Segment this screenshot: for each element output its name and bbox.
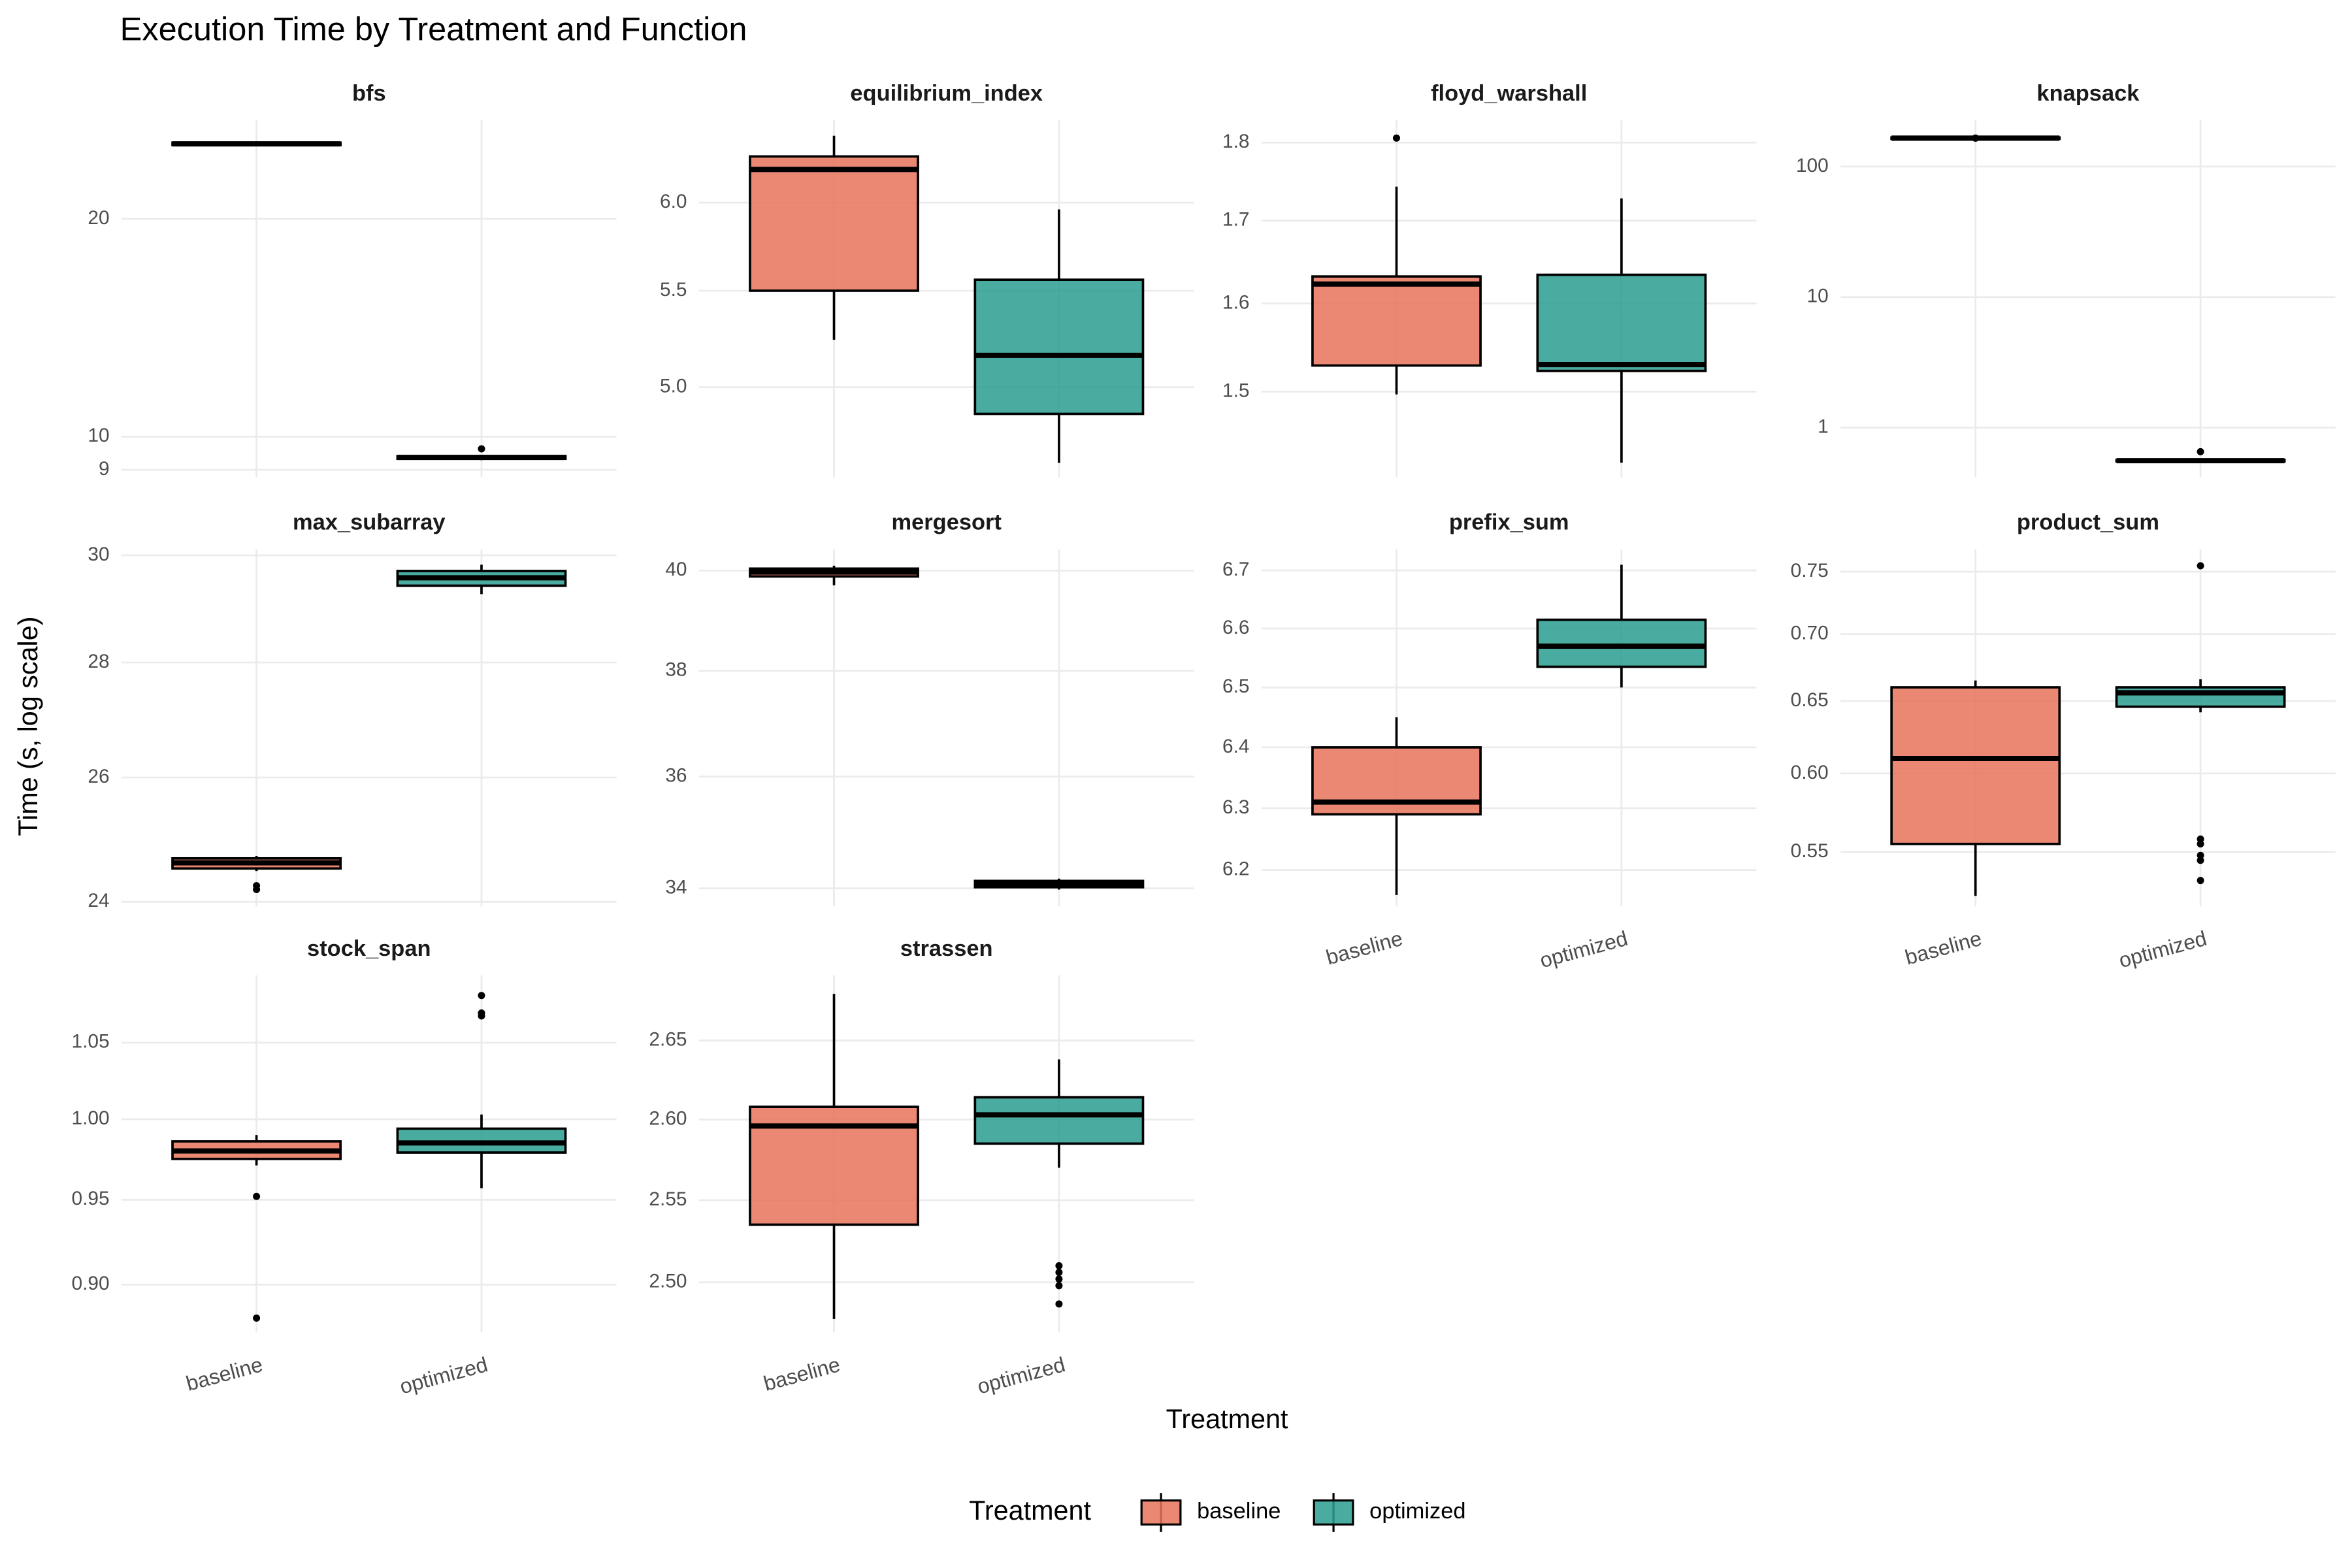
strip-title: equilibrium_index bbox=[850, 81, 1043, 106]
legend-key bbox=[1140, 1499, 1182, 1526]
y-tick-label: 10 bbox=[88, 425, 109, 446]
outlier bbox=[1055, 1300, 1063, 1308]
outlier bbox=[2197, 857, 2204, 864]
y-tick-label: 34 bbox=[665, 877, 687, 898]
outlier bbox=[478, 992, 485, 1000]
chart-title: Execution Time by Treatment and Function bbox=[120, 10, 747, 48]
outlier bbox=[478, 445, 485, 453]
strip-title: max_subarray bbox=[293, 510, 446, 535]
outlier bbox=[1055, 1269, 1063, 1277]
outlier bbox=[2197, 851, 2204, 859]
y-tick-label: 0.90 bbox=[72, 1273, 110, 1294]
y-tick-label: 6.4 bbox=[1222, 736, 1249, 757]
x-tick-label: baseline bbox=[1324, 926, 1405, 970]
box bbox=[1536, 273, 1707, 372]
outlier bbox=[253, 885, 261, 894]
x-axis-label: Treatment bbox=[1166, 1404, 1288, 1434]
x-tick-label: optimized bbox=[397, 1352, 490, 1398]
y-tick-label: 0.60 bbox=[1791, 762, 1829, 783]
x-tick-label: baseline bbox=[184, 1352, 265, 1396]
y-tick-label: 6.6 bbox=[1222, 617, 1249, 638]
y-tick-label: 26 bbox=[88, 766, 109, 787]
y-tick-label: 2.60 bbox=[649, 1108, 687, 1130]
x-tick-label: optimized bbox=[2116, 926, 2209, 972]
outlier bbox=[1392, 134, 1401, 142]
y-tick-label: 2.50 bbox=[649, 1271, 687, 1292]
box bbox=[973, 1096, 1145, 1145]
y-tick-label: 1.05 bbox=[72, 1031, 110, 1053]
strip-title: strassen bbox=[900, 936, 993, 961]
strip-title: stock_span bbox=[307, 936, 431, 961]
legend-label: baseline bbox=[1197, 1499, 1281, 1524]
outlier bbox=[1055, 1282, 1063, 1290]
y-tick-label: 2.65 bbox=[649, 1029, 687, 1051]
outlier bbox=[2197, 448, 2204, 455]
y-tick-label: 100 bbox=[1796, 155, 1829, 176]
y-tick-label: 0.70 bbox=[1791, 623, 1829, 644]
legend-title: Treatment bbox=[969, 1495, 1091, 1526]
y-tick-label: 1.6 bbox=[1222, 291, 1249, 313]
y-tick-label: 0.55 bbox=[1791, 840, 1829, 862]
outlier bbox=[2197, 562, 2204, 570]
legend-label: optimized bbox=[1369, 1499, 1465, 1524]
y-tick-label: 10 bbox=[1807, 286, 1829, 307]
y-tick-label: 6.7 bbox=[1222, 559, 1249, 580]
y-tick-label: 30 bbox=[88, 544, 109, 565]
strip-title: product_sum bbox=[2017, 510, 2159, 535]
y-tick-label: 38 bbox=[665, 659, 687, 681]
y-tick-label: 6.2 bbox=[1222, 858, 1249, 880]
y-tick-label: 1.7 bbox=[1222, 209, 1249, 231]
y-tick-label: 6.0 bbox=[660, 191, 687, 212]
y-tick-label: 0.75 bbox=[1791, 560, 1829, 581]
x-tick-label: baseline bbox=[761, 1352, 843, 1396]
y-tick-label: 1 bbox=[1818, 416, 1829, 438]
box bbox=[1536, 618, 1707, 668]
y-tick-label: 1.00 bbox=[72, 1107, 110, 1129]
x-tick-label: optimized bbox=[975, 1352, 1068, 1398]
outlier bbox=[253, 1314, 261, 1322]
y-tick-label: 1.8 bbox=[1222, 131, 1249, 152]
outlier bbox=[253, 1192, 261, 1200]
strip-title: prefix_sum bbox=[1449, 510, 1569, 535]
y-tick-label: 6.3 bbox=[1222, 796, 1249, 818]
y-tick-label: 24 bbox=[88, 890, 109, 911]
box bbox=[1890, 686, 2061, 845]
legend-key bbox=[1313, 1499, 1354, 1526]
y-tick-label: 40 bbox=[665, 559, 687, 580]
box bbox=[973, 278, 1145, 416]
strip-title: floyd_warshall bbox=[1431, 81, 1587, 106]
outlier bbox=[1055, 1262, 1063, 1269]
y-tick-label: 36 bbox=[665, 765, 687, 787]
outlier bbox=[1055, 1275, 1063, 1283]
box bbox=[749, 155, 919, 292]
x-tick-label: optimized bbox=[1537, 926, 1630, 972]
y-tick-label: 20 bbox=[88, 207, 109, 229]
y-tick-label: 28 bbox=[88, 651, 109, 672]
strip-title: knapsack bbox=[2036, 81, 2140, 106]
x-tick-label: baseline bbox=[1903, 926, 1984, 970]
y-tick-label: 1.5 bbox=[1222, 380, 1249, 401]
y-tick-label: 5.5 bbox=[660, 279, 687, 301]
outlier bbox=[2197, 840, 2204, 848]
box bbox=[1311, 275, 1482, 367]
outlier bbox=[2197, 877, 2204, 885]
y-tick-label: 0.65 bbox=[1791, 689, 1829, 711]
strip-title: bfs bbox=[352, 81, 386, 106]
outlier bbox=[478, 1012, 485, 1020]
y-tick-label: 5.0 bbox=[660, 376, 687, 397]
y-tick-label: 6.5 bbox=[1222, 676, 1249, 697]
strip-title: mergesort bbox=[892, 510, 1002, 535]
outlier bbox=[1972, 134, 1980, 142]
y-tick-label: 9 bbox=[99, 458, 110, 480]
y-axis-label: Time (s, log scale) bbox=[13, 617, 43, 836]
y-tick-label: 0.95 bbox=[72, 1188, 110, 1209]
y-tick-label: 2.55 bbox=[649, 1188, 687, 1210]
